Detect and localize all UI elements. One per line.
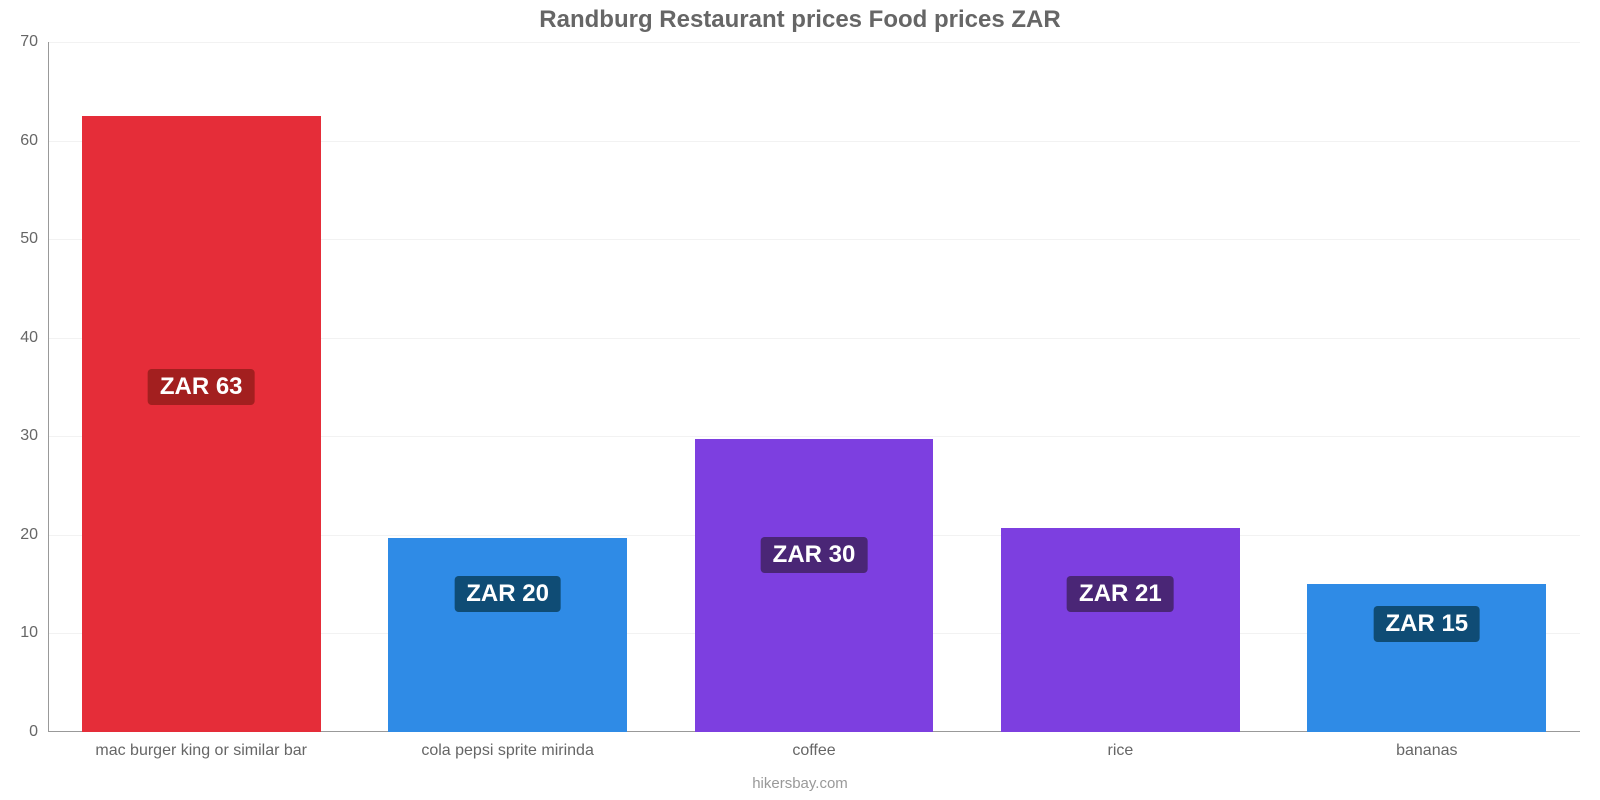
y-tick-label: 60 bbox=[20, 132, 48, 150]
bar-value-label: ZAR 21 bbox=[1067, 576, 1174, 612]
y-tick-label: 40 bbox=[20, 329, 48, 347]
bar-value-label: ZAR 30 bbox=[761, 537, 868, 573]
chart-credit: hikersbay.com bbox=[0, 775, 1600, 792]
category-label: bananas bbox=[1396, 742, 1457, 760]
y-tick-label: 30 bbox=[20, 427, 48, 445]
plot-area: 010203040506070ZAR 63mac burger king or … bbox=[48, 42, 1580, 732]
bar-value-label: ZAR 20 bbox=[454, 576, 561, 612]
y-tick-label: 20 bbox=[20, 526, 48, 544]
bar-value-label: ZAR 63 bbox=[148, 369, 255, 405]
bar bbox=[695, 439, 934, 732]
bar bbox=[388, 538, 627, 732]
category-label: cola pepsi sprite mirinda bbox=[421, 742, 594, 760]
y-tick-label: 0 bbox=[29, 723, 48, 741]
y-axis bbox=[48, 42, 49, 732]
y-tick-label: 10 bbox=[20, 624, 48, 642]
bar-value-label: ZAR 15 bbox=[1373, 606, 1480, 642]
chart-title: Randburg Restaurant prices Food prices Z… bbox=[0, 6, 1600, 34]
bar bbox=[82, 116, 321, 732]
bar bbox=[1001, 528, 1240, 732]
gridline bbox=[48, 42, 1580, 43]
y-tick-label: 70 bbox=[20, 33, 48, 51]
category-label: mac burger king or similar bar bbox=[95, 742, 307, 760]
category-label: rice bbox=[1108, 742, 1134, 760]
category-label: coffee bbox=[792, 742, 835, 760]
chart-container: Randburg Restaurant prices Food prices Z… bbox=[0, 0, 1600, 800]
y-tick-label: 50 bbox=[20, 230, 48, 248]
